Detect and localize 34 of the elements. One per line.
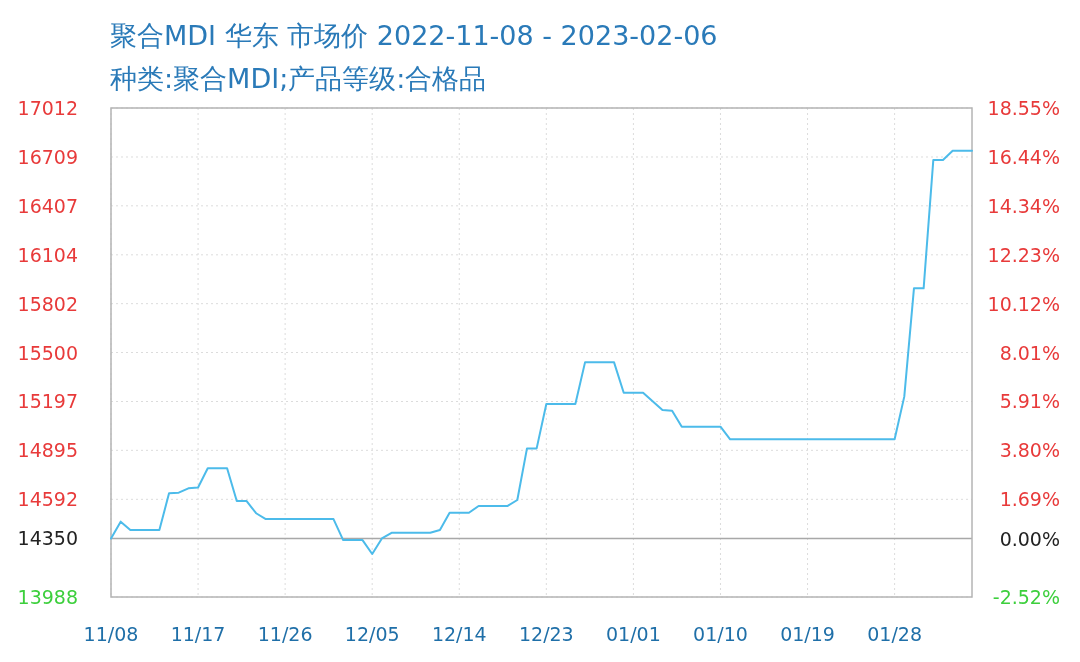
x-tick-label: 11/17 <box>170 623 226 645</box>
y2-tick-label: 10.12% <box>987 292 1060 315</box>
y-tick-label: 16709 <box>17 146 78 168</box>
y2-tick-label: 1.69% <box>999 488 1060 511</box>
y-tick-label: 15197 <box>17 390 78 413</box>
y2-tick-label: 5.91% <box>999 390 1060 413</box>
y-tick-label: 15500 <box>17 341 78 364</box>
chart-subtitle: 种类:聚合MDI;产品等级:合格品 <box>110 63 487 94</box>
y-tick-label: 16104 <box>17 243 78 266</box>
y-tick-label: 14350 <box>17 527 78 550</box>
x-tick-label: 01/01 <box>606 623 661 645</box>
y2-tick-label: -2.52% <box>992 586 1060 608</box>
y2-tick-label: 3.80% <box>999 439 1060 462</box>
y-tick-label: 14592 <box>17 488 78 511</box>
x-tick-label: 01/19 <box>780 623 835 645</box>
x-tick-label: 11/26 <box>257 623 313 645</box>
y-tick-label: 14895 <box>17 439 78 462</box>
y-tick-label: 15802 <box>17 292 78 315</box>
y-tick-label: 17012 <box>17 97 78 119</box>
x-tick-label: 01/10 <box>693 623 748 645</box>
x-tick-label: 11/08 <box>83 623 139 645</box>
y-tick-label: 16407 <box>17 194 78 217</box>
y2-tick-label: 18.55% <box>987 97 1060 119</box>
x-tick-label: 12/23 <box>518 623 574 645</box>
y2-tick-label: 8.01% <box>999 341 1060 364</box>
x-tick-label: 01/28 <box>867 623 922 645</box>
y-tick-label: 13988 <box>17 586 78 608</box>
x-tick-label: 12/05 <box>344 623 400 645</box>
x-tick-label: 12/14 <box>431 623 487 645</box>
y2-tick-label: 12.23% <box>987 243 1060 266</box>
y2-tick-label: 0.00% <box>999 527 1060 550</box>
y2-tick-label: 14.34% <box>987 194 1060 217</box>
chart-title: 聚合MDI 华东 市场价 2022-11-08 - 2023-02-06 <box>110 20 718 51</box>
y2-tick-label: 16.44% <box>987 145 1060 168</box>
